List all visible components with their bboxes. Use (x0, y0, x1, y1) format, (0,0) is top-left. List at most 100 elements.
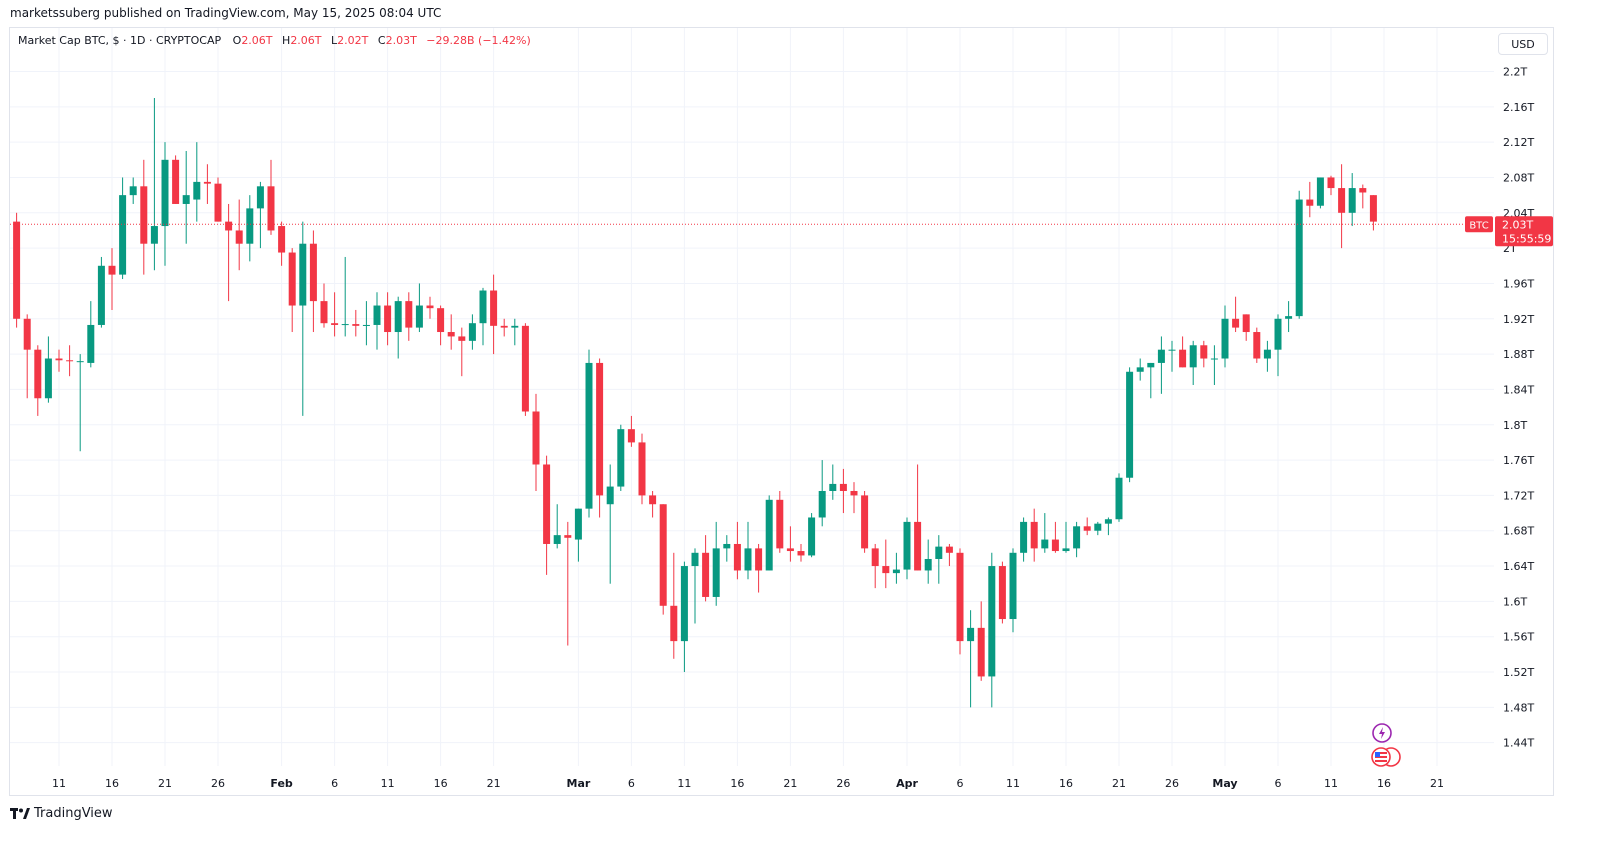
candle-down[interactable] (1179, 336, 1187, 368)
tradingview-brand[interactable]: TradingView (10, 806, 113, 821)
candle-down[interactable] (786, 526, 794, 562)
candle-down[interactable] (500, 318, 508, 337)
candle-up[interactable] (150, 97, 158, 271)
candle-up[interactable] (765, 495, 773, 571)
candle-up[interactable] (341, 256, 349, 337)
candle-up[interactable] (193, 142, 201, 222)
candle-up[interactable] (1126, 367, 1134, 483)
candle-down[interactable] (914, 464, 922, 571)
candle-down[interactable] (733, 521, 741, 580)
candle-up[interactable] (1285, 301, 1293, 333)
candle-down[interactable] (1030, 508, 1038, 562)
candle-up[interactable] (246, 195, 254, 262)
candle-down[interactable] (66, 345, 74, 377)
candle-up[interactable] (511, 318, 519, 346)
candle-down[interactable] (405, 292, 413, 341)
candle-down[interactable] (108, 248, 116, 310)
candle-up[interactable] (691, 548, 699, 624)
candle-down[interactable] (977, 601, 985, 681)
candle-up[interactable] (256, 181, 264, 249)
candle-up[interactable] (1104, 517, 1112, 536)
candle-down[interactable] (882, 539, 890, 589)
candle-down[interactable] (797, 543, 805, 562)
candle-up[interactable] (585, 349, 593, 518)
candle-up[interactable] (1094, 521, 1102, 536)
candle-down[interactable] (564, 521, 572, 646)
candle-down[interactable] (235, 199, 243, 271)
candle-down[interactable] (13, 212, 21, 328)
candle-up[interactable] (1274, 314, 1282, 377)
candle-down[interactable] (1359, 184, 1367, 209)
lightning-event-icon[interactable] (1370, 721, 1394, 745)
candle-down[interactable] (320, 283, 328, 328)
candle-down[interactable] (384, 292, 392, 346)
candle-up[interactable] (129, 177, 137, 204)
candle-down[interactable] (288, 248, 296, 333)
candle-down[interactable] (1338, 164, 1346, 249)
candle-down[interactable] (34, 345, 42, 416)
candle-down[interactable] (649, 490, 657, 518)
candle-down[interactable] (55, 349, 63, 372)
candle-up[interactable] (1062, 521, 1070, 553)
candle-up[interactable] (1316, 177, 1324, 209)
candle-down[interactable] (1253, 327, 1261, 363)
candle-down[interactable] (839, 468, 847, 514)
candle-up[interactable] (44, 336, 52, 403)
candle-down[interactable] (331, 292, 339, 337)
candle-up[interactable] (967, 610, 975, 708)
candle-down[interactable] (627, 415, 635, 447)
candle-up[interactable] (161, 142, 169, 266)
candle-up[interactable] (1115, 473, 1123, 522)
candle-up[interactable] (1073, 521, 1081, 558)
candle-down[interactable] (23, 314, 31, 399)
candle-up[interactable] (97, 256, 105, 328)
candle-up[interactable] (373, 292, 381, 350)
candle-up[interactable] (1295, 190, 1303, 319)
candle-up[interactable] (362, 301, 370, 346)
candle-down[interactable] (225, 203, 233, 302)
candle-down[interactable] (659, 504, 667, 615)
candle-down[interactable] (702, 535, 710, 602)
candle-down[interactable] (490, 274, 498, 355)
candle-up[interactable] (829, 464, 837, 500)
candle-down[interactable] (521, 323, 529, 416)
candle-down[interactable] (638, 433, 646, 505)
candle-up[interactable] (553, 504, 561, 549)
candle-down[interactable] (1306, 181, 1314, 218)
candle-down[interactable] (755, 543, 763, 593)
candle-up[interactable] (182, 150, 190, 244)
candle-up[interactable] (680, 561, 688, 673)
candle-up[interactable] (818, 460, 826, 527)
candle-down[interactable] (1083, 517, 1091, 536)
candle-up[interactable] (119, 177, 127, 280)
candle-up[interactable] (935, 535, 943, 584)
candle-up[interactable] (574, 508, 582, 562)
candle-down[interactable] (670, 552, 678, 659)
candle-down[interactable] (861, 490, 869, 553)
candle-down[interactable] (850, 482, 858, 514)
candle-down[interactable] (447, 314, 455, 350)
candle-up[interactable] (1189, 340, 1197, 386)
candle-up[interactable] (1210, 345, 1218, 386)
candle-down[interactable] (532, 393, 540, 491)
candle-up[interactable] (1168, 340, 1176, 372)
candle-down[interactable] (1242, 314, 1250, 341)
candle-up[interactable] (1020, 517, 1028, 562)
candle-down[interactable] (458, 327, 466, 377)
candle-down[interactable] (596, 358, 604, 518)
candle-up[interactable] (1136, 358, 1144, 381)
candle-down[interactable] (214, 177, 222, 222)
candle-up[interactable] (903, 517, 911, 580)
candle-down[interactable] (998, 561, 1006, 624)
candle-up[interactable] (988, 552, 996, 708)
candle-down[interactable] (1369, 195, 1377, 231)
candle-up[interactable] (1009, 548, 1017, 633)
candle-down[interactable] (437, 305, 445, 346)
candle-down[interactable] (1232, 296, 1240, 333)
candle-up[interactable] (468, 314, 476, 350)
candle-up[interactable] (479, 287, 487, 346)
candle-up[interactable] (617, 424, 625, 491)
candle-up[interactable] (415, 283, 423, 333)
candle-up[interactable] (1147, 362, 1155, 399)
candle-down[interactable] (267, 159, 275, 235)
